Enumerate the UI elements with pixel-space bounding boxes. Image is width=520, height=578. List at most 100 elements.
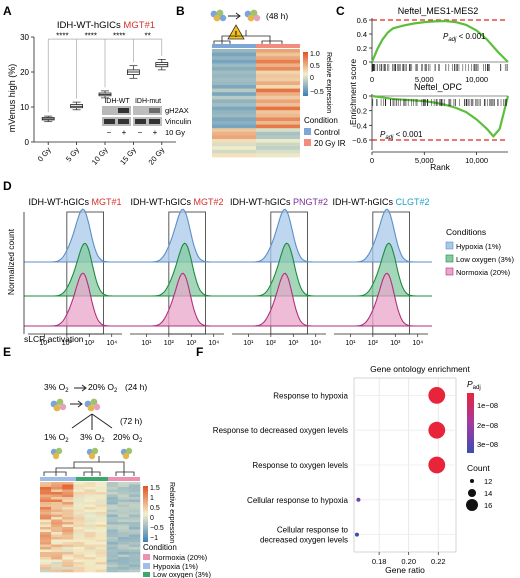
- heatmap-cell: [51, 497, 63, 500]
- heatmap-cell: [51, 509, 63, 513]
- heatmap-cell: [256, 52, 300, 57]
- heatmap-cell: [62, 512, 74, 515]
- heatmap-cell: [40, 557, 52, 560]
- panel-e-colorbar-tick-1: 1.5: [150, 485, 160, 492]
- heatmap-cell: [95, 482, 107, 485]
- cell-cluster-icon-e2: [84, 398, 101, 412]
- heatmap-cell: [106, 567, 119, 570]
- heatmap-cell: [40, 484, 52, 488]
- panel-a-title-prefix: IDH-WT-hGICs: [57, 20, 124, 31]
- heatmap-cell: [62, 564, 74, 568]
- count-legend-dot: [469, 478, 475, 484]
- panel-a-title-line: MGT#1: [123, 20, 155, 31]
- heatmap-cell: [128, 552, 141, 555]
- heatmap-cell: [95, 514, 107, 518]
- heatmap-cell: [51, 547, 63, 550]
- gsea-ytick-label: 0.2: [357, 44, 367, 53]
- heatmap-cell: [95, 532, 107, 535]
- heatmap-cell: [62, 504, 74, 508]
- panel-d-title-prefix: IDH-WT-hGICs: [130, 197, 193, 207]
- heatmap-cell: [51, 539, 63, 543]
- panel-d-titles: IDH-WT-hGICs MGT#1 IDH-WT-hGICs MGT#2 IDH-…: [28, 197, 429, 207]
- heatmap-cell: [117, 517, 130, 520]
- heatmap-cell: [73, 492, 85, 495]
- heatmap-cell: [128, 562, 141, 565]
- heatmap-cell: [117, 547, 130, 550]
- panel-f-colorbar: [467, 393, 474, 453]
- heatmap-cell: [95, 537, 107, 540]
- blot-band1-label: gH2AX: [165, 106, 189, 115]
- heatmap-cell: [51, 489, 63, 493]
- heatmap-cell: [106, 494, 119, 498]
- heatmap-cell: [128, 542, 141, 545]
- heatmap-cell: [106, 482, 119, 485]
- heatmap-cell: [73, 552, 85, 555]
- heatmap-cell: [73, 507, 85, 510]
- heatmap-cell: [128, 554, 141, 558]
- heatmap-cell: [128, 514, 141, 518]
- schema-o2-mid: 20% O2: [88, 382, 118, 394]
- panel-d-title-line: CLGT#2: [395, 197, 429, 207]
- panel-a-ytick-label: 20: [20, 68, 29, 77]
- heatmap-cell: [62, 487, 74, 490]
- heatmap-cell: [212, 121, 256, 125]
- panel-a-ylabel: mVenus high (%): [7, 64, 17, 133]
- heatmap-cell: [40, 524, 52, 528]
- heatmap-cell: [73, 489, 85, 493]
- heatmap-cell: [73, 514, 85, 518]
- heatmap-cell: [95, 489, 107, 493]
- heatmap-cell: [212, 103, 256, 107]
- heatmap-cell: [95, 522, 107, 525]
- heatmap-cell: [117, 507, 130, 510]
- schema-time-2: (72 h): [120, 416, 142, 426]
- heatmap-cell: [117, 542, 130, 545]
- panel-f-category-line: decreased oxygen levels: [260, 536, 348, 545]
- panel-d-title-prefix: IDH-WT-hGICs: [28, 197, 91, 207]
- heatmap-cell: [128, 504, 141, 508]
- heatmap-cell: [73, 527, 85, 530]
- heatmap-cell: [51, 537, 63, 540]
- heatmap-cell: [84, 532, 96, 535]
- sig-label: **: [144, 31, 150, 40]
- cell-cluster-icon-right: [244, 9, 261, 22]
- panel-d-xtick-label: 10³: [186, 340, 197, 347]
- panel-d-ylabel: Normalized count: [6, 228, 16, 295]
- heatmap-cell: [51, 554, 63, 558]
- heatmap-cell: [73, 509, 85, 513]
- heatmap-cell: [256, 103, 300, 107]
- heatmap-cell: [117, 567, 130, 570]
- heatmap-cell: [212, 131, 256, 136]
- panel-f-colorbar-tick-1: 1e−08: [477, 401, 498, 410]
- heatmap-cell: [95, 547, 107, 550]
- heatmap-cell: [62, 509, 74, 513]
- heatmap-cell: [212, 106, 256, 111]
- heatmap-cell: [62, 539, 74, 543]
- panel-a-title: IDH-WT-hGICs MGT#1: [57, 20, 155, 31]
- heatmap-cell: [40, 522, 52, 525]
- heatmap-cell: [212, 70, 256, 75]
- heatmap-cell: [128, 502, 141, 505]
- heatmap-cell: [84, 567, 96, 570]
- heatmap-cell: [73, 524, 85, 528]
- panel-d-xtick-label: 10²: [62, 340, 73, 347]
- heatmap-cell: [212, 149, 256, 154]
- heatmap-cell: [73, 564, 85, 568]
- count-legend-label: 16: [484, 501, 492, 510]
- panel-e-colorbar-tick-6: −1: [150, 535, 158, 542]
- heatmap-cell: [212, 67, 256, 71]
- heatmap-cell: [62, 569, 74, 573]
- heatmap-cell: [51, 512, 63, 515]
- heatmap-cell: [106, 532, 119, 535]
- heatmap-cell: [95, 542, 107, 545]
- panel-b-timepoint: (48 h): [266, 11, 288, 21]
- heatmap-cell: [117, 534, 130, 538]
- heatmap-cell: [40, 489, 52, 493]
- heatmap-cell: [62, 524, 74, 528]
- panel-b-condition-bar-ir: [256, 44, 300, 48]
- heatmap-cell: [106, 547, 119, 550]
- legend-label-control: Control: [314, 128, 340, 137]
- gsea-xtick-label: 0: [370, 156, 374, 165]
- legend-label-e-hypoxia: Hypoxia (1%): [153, 562, 199, 571]
- panel-f-count-legend-title: Count: [467, 463, 490, 473]
- heatmap-cell: [212, 52, 256, 57]
